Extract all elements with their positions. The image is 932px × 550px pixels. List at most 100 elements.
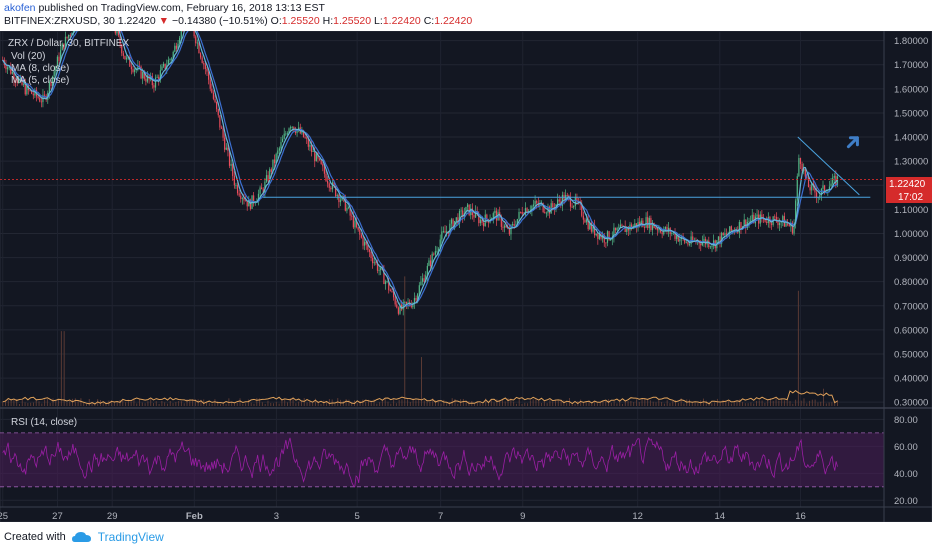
close-label: C: — [423, 15, 435, 27]
candle-body — [796, 176, 798, 201]
candle-body — [294, 130, 297, 134]
trading-chart[interactable]: 0.30000 0.40000 0.50000 0.60000 0.70000 0.800… — [0, 31, 932, 522]
arrow-up-right-icon[interactable] — [846, 136, 859, 149]
candle-body — [15, 80, 17, 82]
price-tick-label: 0.80000 — [894, 277, 928, 288]
candle-body — [391, 291, 393, 293]
candle-body — [153, 85, 155, 88]
candle-body — [778, 222, 781, 226]
candle-body — [10, 66, 12, 74]
time-tick-label: 9 — [520, 511, 525, 522]
candle-body — [322, 164, 324, 167]
candle-body — [605, 242, 607, 244]
candle-body — [703, 238, 705, 242]
candle-body — [198, 42, 200, 54]
candle-body — [286, 133, 289, 135]
candle-body — [450, 219, 453, 224]
rsi-axis-labels: 20.00 40.00 60.00 80.00 — [894, 415, 918, 507]
tradingview-cloud-icon — [71, 532, 91, 542]
tradingview-brand[interactable]: TradingView — [97, 530, 164, 544]
price-axis-labels: 0.30000 0.40000 0.50000 0.60000 0.70000 0.800… — [894, 36, 928, 409]
candle-body — [199, 53, 202, 58]
footer: Created with TradingView — [4, 530, 164, 544]
candle-body — [122, 53, 124, 56]
candle-body — [536, 201, 538, 203]
candle-body — [811, 183, 813, 191]
candle-body — [412, 303, 414, 308]
candle-body — [269, 169, 271, 181]
candle-body — [404, 301, 406, 303]
candle-body — [328, 183, 330, 188]
candle-body — [124, 55, 126, 60]
symbol-info: BITFINEX:ZRXUSD, 30 1.22420 ▼ −0.14380 (… — [4, 15, 472, 27]
candle-body — [246, 200, 248, 207]
wedge-trendline[interactable] — [797, 136, 860, 196]
candle-body — [815, 192, 818, 198]
candle-body — [542, 203, 544, 213]
candle-body — [584, 219, 586, 223]
candle-body — [333, 182, 335, 187]
candle-body — [677, 235, 679, 242]
candle-body — [259, 187, 261, 194]
candle-body — [661, 232, 663, 235]
candle-body — [740, 222, 742, 230]
candle-body — [399, 304, 401, 314]
candle-body — [608, 231, 610, 240]
candle-body — [349, 207, 351, 216]
candle-body — [822, 185, 824, 189]
candle-body — [392, 291, 395, 298]
candle-body — [729, 226, 731, 234]
candle-body — [201, 57, 203, 63]
candle-body — [532, 204, 535, 206]
candle-body — [418, 285, 420, 294]
price-tick-label: 1.00000 — [894, 229, 928, 240]
author-link[interactable]: akofen — [4, 2, 36, 14]
candle-body — [156, 76, 158, 78]
candle-body — [359, 229, 361, 235]
candle-body — [745, 219, 747, 228]
candle-body — [5, 65, 7, 70]
candle-body — [824, 185, 826, 193]
rsi-tick-label: 40.00 — [894, 469, 918, 480]
candle-body — [125, 57, 128, 60]
candle-body — [51, 76, 54, 87]
candle-body — [384, 281, 387, 285]
candle-body — [621, 224, 623, 226]
candle-body — [520, 211, 522, 213]
candle-body — [594, 224, 596, 236]
candle-body — [410, 305, 412, 308]
candle-body — [663, 230, 665, 235]
open-label: O: — [270, 15, 282, 27]
candle-body — [513, 224, 515, 227]
candle-body — [280, 142, 282, 149]
candle-body — [320, 159, 322, 165]
candle-body — [307, 138, 309, 147]
candle-body — [18, 79, 20, 83]
price-tag-box — [886, 177, 932, 190]
candle-body — [616, 227, 618, 231]
candle-body — [370, 251, 372, 259]
candle-body — [273, 159, 276, 164]
price-grid — [0, 40, 884, 403]
candle-body — [372, 258, 374, 264]
candle-body — [225, 147, 227, 150]
candle-body — [386, 281, 388, 282]
candle-body — [518, 211, 520, 219]
candle-body — [310, 144, 313, 152]
candle-body — [455, 217, 457, 221]
rsi-tick-label: 60.00 — [894, 442, 918, 453]
candle-body — [738, 222, 740, 233]
candle-body — [50, 81, 52, 87]
candle-body — [63, 43, 65, 49]
candle-body — [48, 81, 50, 93]
candle-body — [161, 66, 163, 71]
price-tick-label: 1.70000 — [894, 60, 928, 71]
price-tick-label: 0.30000 — [894, 398, 928, 409]
candle-body — [43, 94, 46, 96]
price-change: −0.14380 (−10.51%) — [172, 15, 268, 27]
candle-body — [235, 184, 237, 186]
candle-body — [159, 70, 161, 81]
candle-body — [290, 127, 292, 129]
candle-body — [569, 197, 572, 207]
candle-body — [465, 206, 467, 214]
